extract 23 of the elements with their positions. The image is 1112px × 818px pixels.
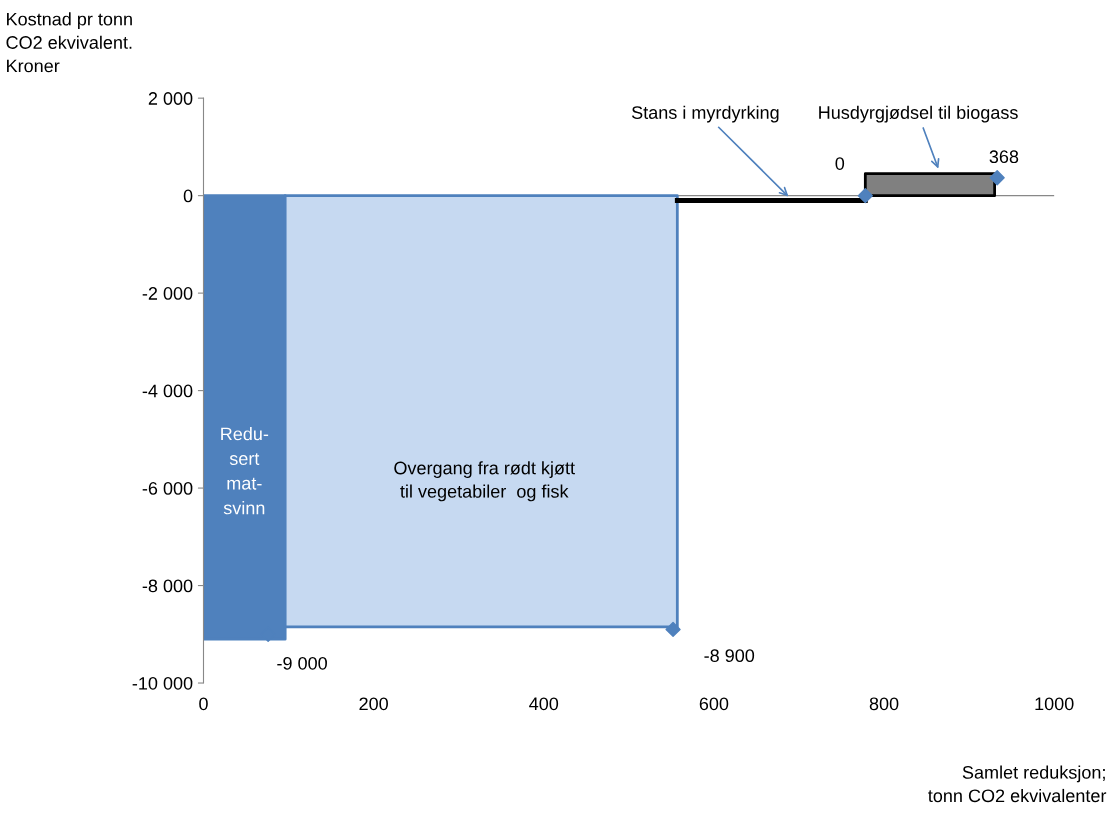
- x-tick-label: 600: [699, 697, 729, 711]
- data-label: 368: [989, 150, 1019, 164]
- x-tick-label: 400: [529, 697, 559, 711]
- x-tick-label: 200: [359, 697, 388, 711]
- y-tick-label: 0: [183, 189, 193, 203]
- y-tick-label: -8 000: [142, 579, 193, 593]
- x-axis-title: Samlet reduksjon; tonn CO2 ekvivalenter: [928, 765, 1107, 803]
- data-label: -8 900: [704, 649, 755, 663]
- y-axis-title: Kostnad pr tonn CO2 ekvivalent. Kroner: [6, 12, 132, 73]
- annotation: Redu- sert mat- svinn: [221, 427, 269, 515]
- annotation: Stans i myrdyrking: [631, 105, 779, 123]
- data-label: -9 000: [277, 656, 327, 670]
- y-tick-label: -6 000: [142, 482, 193, 495]
- y-tick-label: -10 000: [132, 676, 193, 690]
- annotation: Overgang fra rødt kjøtt til vegetabiler og fisk: [394, 461, 575, 502]
- y-tick-label: 2 000: [148, 92, 193, 105]
- y-tick-label: -2 000: [142, 287, 193, 300]
- data-label: 0: [835, 157, 845, 170]
- x-tick-label: 0: [199, 697, 208, 711]
- x-tick-label: 1000: [1035, 697, 1074, 711]
- annotation: Husdyrgjødsel til biogass: [819, 105, 1018, 123]
- y-tick-label: -4 000: [142, 384, 193, 398]
- x-tick-label: 800: [869, 697, 899, 711]
